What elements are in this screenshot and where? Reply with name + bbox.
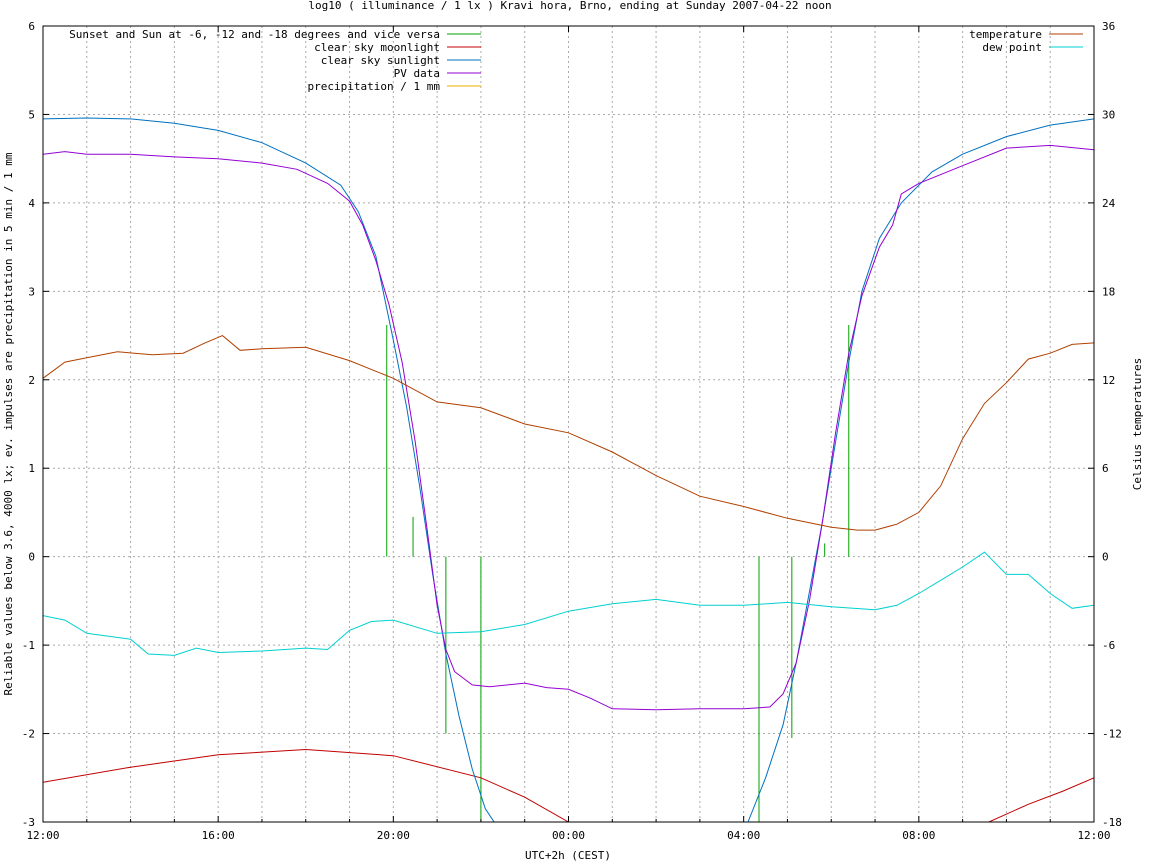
x-tick-label: 12:00	[1077, 829, 1110, 842]
y2-tick-label: 6	[1102, 462, 1109, 475]
y-tick-label: 4	[28, 197, 35, 210]
x-tick-label: 12:00	[26, 829, 59, 842]
series-line-temperature	[43, 335, 1094, 531]
grid-lines	[43, 26, 1094, 822]
legend-label: Sunset and Sun at -6, -12 and -18 degree…	[69, 28, 440, 41]
series-line-clear-sky-moonlight	[43, 748, 1094, 822]
y-tick-label: 5	[28, 108, 35, 121]
x-axis-label: UTC+2h (CEST)	[525, 849, 611, 862]
y2-tick-label: 12	[1102, 374, 1115, 387]
x-tick-label: 08:00	[902, 829, 935, 842]
legend-label: PV data	[394, 67, 440, 80]
y-tick-label: 0	[28, 551, 35, 564]
legend-label: temperature	[969, 28, 1042, 41]
y2-tick-label: 18	[1102, 285, 1115, 298]
y2-tick-label: -18	[1102, 816, 1122, 829]
y-tick-label: -2	[22, 728, 35, 741]
legend-label: clear sky sunlight	[321, 54, 440, 67]
y-tick-label: -3	[22, 816, 35, 829]
tick-labels: 12:00 16:00 20:00 00:00 04:00 08:00 12:00-3-2-…	[22, 20, 1122, 842]
y2-tick-label: -6	[1102, 639, 1115, 652]
series-group	[43, 117, 1094, 822]
y2-tick-label: 0	[1102, 551, 1109, 564]
series-line-pv-data	[43, 144, 1094, 711]
y-tick-label: 3	[28, 285, 35, 298]
y2-tick-label: 36	[1102, 20, 1115, 33]
chart-title: log10 ( illuminance / 1 lx ) Kravi hora,…	[308, 0, 831, 12]
y-axis-label: Reliable values below 3.6, 4000 lx; ev. …	[2, 152, 15, 695]
legend-label: dew point	[982, 41, 1042, 54]
y2-tick-label: 30	[1102, 108, 1115, 121]
y2-tick-label: -12	[1102, 728, 1122, 741]
y2-tick-label: 24	[1102, 197, 1116, 210]
legend: Sunset and Sun at -6, -12 and -18 degree…	[69, 28, 1083, 93]
y-tick-label: 2	[28, 374, 35, 387]
legend-label: precipitation / 1 mm	[308, 80, 441, 93]
y-tick-label: 1	[28, 462, 35, 475]
x-tick-label: 20:00	[377, 829, 410, 842]
y-tick-label: -1	[22, 639, 35, 652]
y2-axis-label: Celsius temperatures	[1131, 358, 1144, 490]
x-tick-label: 04:00	[727, 829, 760, 842]
x-tick-label: 16:00	[202, 829, 235, 842]
series-sunset-and-sun-at-6-12-and-18-degrees-and-vice-versa	[386, 324, 850, 822]
legend-label: clear sky moonlight	[314, 41, 440, 54]
x-tick-label: 00:00	[552, 829, 585, 842]
y-tick-label: 6	[28, 20, 35, 33]
series-line-dew-point	[43, 551, 1094, 656]
